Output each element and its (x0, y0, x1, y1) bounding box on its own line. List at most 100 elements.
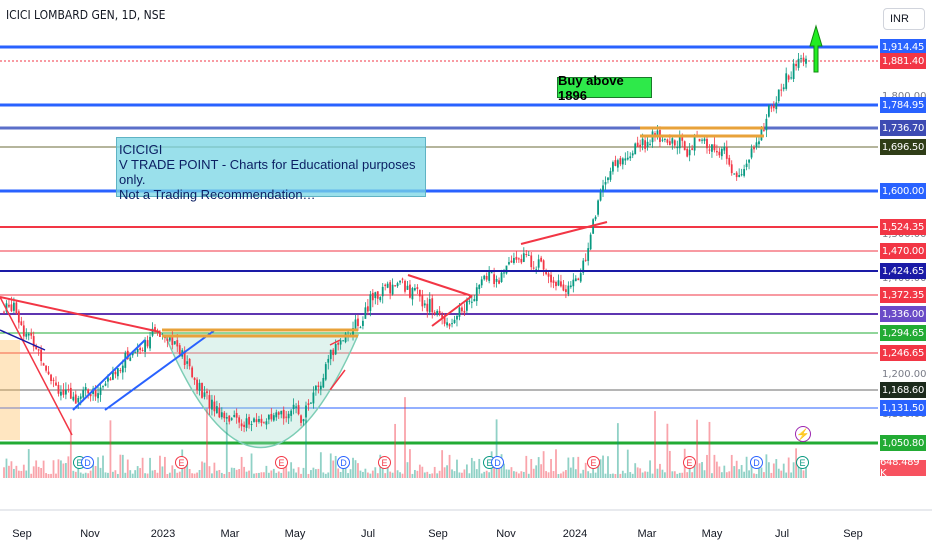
earnings-marker[interactable]: E (587, 456, 600, 469)
trend-line-11[interactable] (431, 295, 473, 327)
volume-bar (461, 472, 463, 478)
volume-bar (745, 456, 748, 478)
candle-body (253, 418, 255, 422)
dividend-marker[interactable]: D (750, 456, 763, 469)
candle-body (146, 340, 149, 347)
dividend-marker[interactable]: D (81, 456, 94, 469)
trend-line-7[interactable] (329, 339, 341, 346)
volume-bar (579, 473, 582, 478)
volume-bar (186, 461, 189, 478)
volume-bar (211, 473, 213, 478)
candle-body (265, 421, 268, 425)
candle-body (438, 310, 441, 315)
volume-bar (163, 456, 166, 478)
volume-bar (772, 463, 775, 478)
candle-body (104, 383, 107, 386)
candle-body (706, 138, 708, 149)
earnings-marker[interactable]: E (175, 456, 188, 469)
trend-line-0[interactable] (0, 296, 161, 333)
volume-bar (230, 467, 233, 478)
volume-bar (374, 467, 377, 478)
trend-line-1[interactable] (0, 296, 73, 436)
candle-body (569, 285, 572, 288)
candle-body (639, 144, 642, 148)
volume-bar (614, 473, 617, 478)
dividend-marker[interactable]: D (491, 456, 504, 469)
volume-bar (718, 466, 721, 478)
candle-body (671, 138, 674, 144)
earnings-marker[interactable]: E (275, 456, 288, 469)
candle-body (748, 159, 750, 163)
volume-bar (668, 450, 671, 478)
cup-pattern[interactable] (163, 334, 360, 449)
trend-line-3[interactable] (72, 339, 146, 411)
volume-bar (285, 464, 288, 478)
trend-line-10[interactable] (407, 274, 473, 297)
volume-bar (87, 473, 90, 478)
volume-bar (126, 459, 129, 478)
volume-bar (567, 457, 570, 478)
volume-bar (735, 460, 738, 478)
volume-bar (418, 464, 421, 478)
candle-body (795, 63, 797, 67)
volume-bar (201, 461, 203, 478)
candle-body (297, 405, 300, 415)
volume-bar (371, 470, 374, 478)
candle-body (713, 144, 716, 151)
candle-body (327, 358, 330, 363)
candle-body (599, 192, 602, 201)
volume-bar (423, 472, 426, 478)
candle-body (500, 272, 503, 283)
volume-bar (505, 469, 508, 478)
trend-line-12[interactable] (520, 221, 608, 245)
candle-body (406, 285, 409, 290)
candle-body (310, 402, 312, 404)
candle-body (763, 129, 765, 131)
trend-line-4[interactable] (104, 329, 216, 411)
candle-body (45, 365, 47, 371)
earnings-marker[interactable]: E (683, 456, 696, 469)
volume-bar (391, 472, 394, 478)
trend-line-8[interactable] (329, 369, 346, 391)
candle-body (664, 138, 666, 140)
dividend-marker[interactable]: D (337, 456, 350, 469)
volume-bar (250, 453, 253, 478)
candle-body (391, 284, 394, 295)
lightning-icon[interactable]: ⚡ (795, 426, 811, 442)
candle-body (394, 285, 396, 287)
trend-lines (0, 126, 876, 436)
volume-bar (550, 458, 552, 478)
volume-bar (765, 454, 768, 478)
candle-body (805, 58, 807, 64)
volume-bar (673, 471, 676, 478)
volume-bar (322, 472, 325, 478)
candle-body (267, 414, 270, 420)
candle-body (196, 379, 198, 391)
x-tick-label: Nov (496, 528, 516, 540)
candle-body (629, 156, 632, 159)
volume-bar (532, 468, 535, 478)
volume-bar (659, 463, 661, 478)
volume-bar (777, 468, 780, 478)
earnings-marker[interactable]: E (378, 456, 391, 469)
candle-body (260, 418, 263, 423)
candle-body (354, 319, 357, 330)
candle-body (453, 319, 456, 324)
volume-bar (651, 473, 654, 478)
candle-body (626, 157, 629, 160)
candle-body (743, 169, 746, 176)
candle-body (121, 365, 124, 373)
earnings-marker[interactable]: E (796, 456, 809, 469)
currency-selector[interactable]: INR (883, 8, 925, 30)
volume-bar (139, 468, 142, 478)
candle-body (295, 406, 297, 408)
volume-bar (92, 464, 95, 478)
candle-body (698, 138, 701, 142)
candle-body (641, 138, 644, 146)
volume-bar (748, 470, 750, 478)
candle-body (136, 348, 139, 353)
trend-line-2[interactable] (0, 329, 46, 351)
volume-bar (688, 464, 691, 478)
volume-bar (206, 408, 208, 478)
